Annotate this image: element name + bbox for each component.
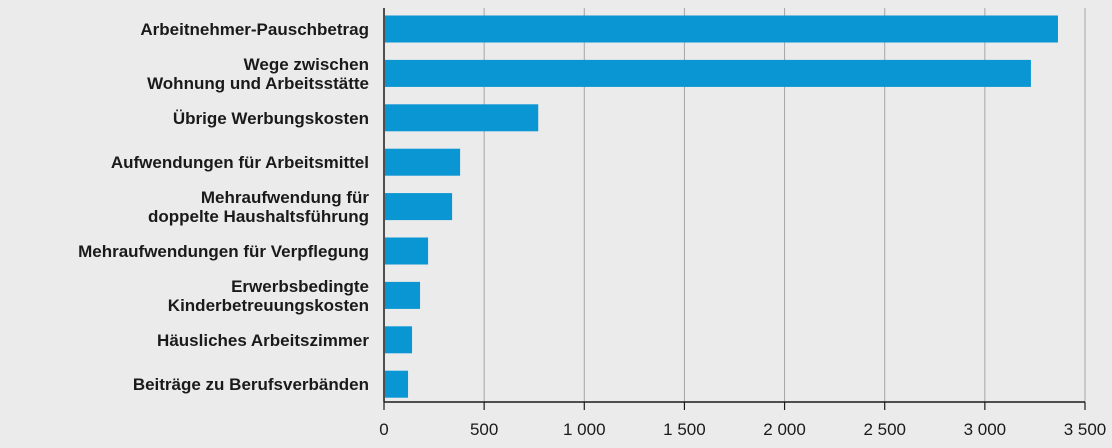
category-labels: Arbeitnehmer-Pauschbetrag Wege zwischenWo… xyxy=(78,20,369,394)
bar xyxy=(385,370,409,398)
bar xyxy=(385,59,1031,87)
x-tick-label: 0 xyxy=(379,420,388,439)
bar xyxy=(385,281,421,309)
category-label: Mehraufwendung für xyxy=(201,188,369,207)
category-label: Kinderbetreuungskosten xyxy=(168,296,369,315)
bar xyxy=(385,193,453,221)
category-label: doppelte Haushaltsführung xyxy=(148,207,369,226)
axes xyxy=(383,8,1086,410)
bar xyxy=(385,237,429,265)
category-label: Beiträge zu Berufsverbänden xyxy=(133,375,369,394)
x-tick-label: 2 000 xyxy=(763,420,806,439)
bar xyxy=(385,148,461,176)
x-tick-label: 1 500 xyxy=(663,420,706,439)
bar xyxy=(385,15,1058,43)
bars xyxy=(385,15,1058,398)
bar xyxy=(385,326,413,354)
bar xyxy=(385,104,539,132)
x-tick-label: 2 500 xyxy=(863,420,906,439)
x-tick-label: 1 000 xyxy=(563,420,606,439)
x-tick-label: 3 000 xyxy=(964,420,1007,439)
category-label: Aufwendungen für Arbeitsmittel xyxy=(111,153,369,172)
category-label: Übrige Werbungskosten xyxy=(173,109,369,128)
category-label: Wege zwischen xyxy=(244,55,369,74)
x-tick-label: 500 xyxy=(470,420,498,439)
category-label: Häusliches Arbeitszimmer xyxy=(157,331,369,350)
category-label: Wohnung und Arbeitsstätte xyxy=(147,74,369,93)
category-label: Erwerbsbedingte xyxy=(231,277,369,296)
category-label: Arbeitnehmer-Pauschbetrag xyxy=(140,20,369,39)
x-tick-label: 3 500 xyxy=(1064,420,1107,439)
category-label: Mehraufwendungen für Verpflegung xyxy=(78,242,369,261)
x-tick-labels: 0 500 1 000 1 500 2 000 2 500 3 000 3 500 xyxy=(379,420,1106,439)
